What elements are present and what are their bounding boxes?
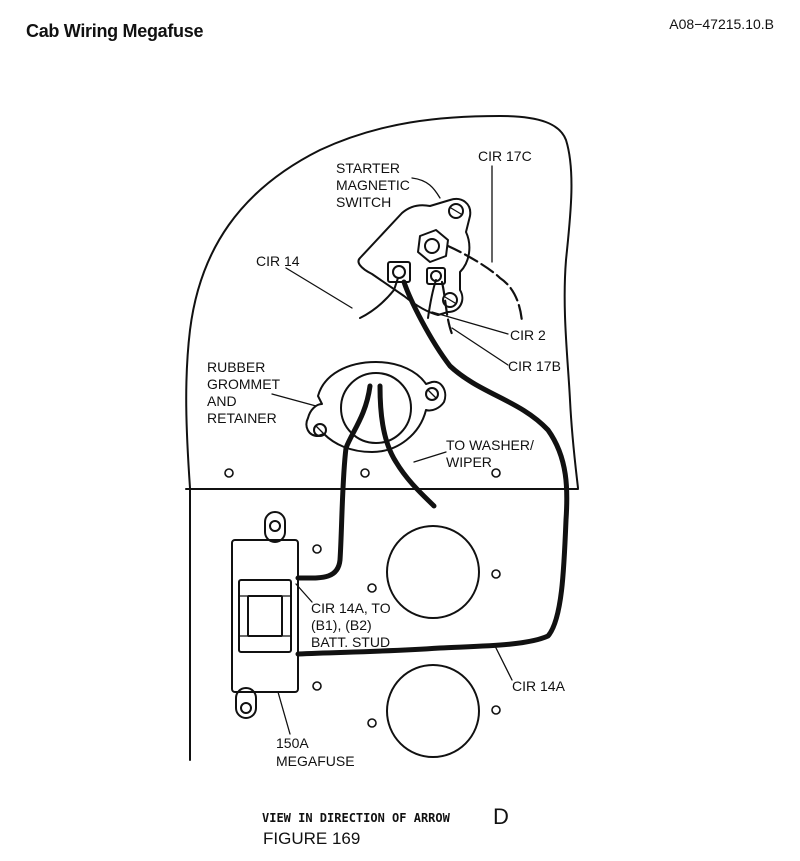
figure-label: FIGURE 169 xyxy=(263,829,360,848)
page-title: Cab Wiring Megafuse xyxy=(26,21,204,41)
mounting-hole xyxy=(367,583,377,593)
mounting-hole xyxy=(224,468,234,478)
cir-17b-wire xyxy=(440,280,454,336)
panel-opening-upper xyxy=(386,525,480,619)
starter-magnetic-switch xyxy=(357,198,472,316)
label-cir-14a-line3: BATT. STUD xyxy=(311,634,390,650)
label-megafuse-line1: 150A xyxy=(276,735,309,751)
panel-opening-lower xyxy=(386,664,480,758)
cir-2-leader xyxy=(431,311,509,335)
cir-14-wire xyxy=(359,277,399,319)
label-cir-14a-lower: CIR 14A xyxy=(512,678,566,694)
cir-17c-wire xyxy=(446,244,524,324)
label-washer-line2: WIPER xyxy=(446,454,492,470)
label-grommet-line1: RUBBER xyxy=(207,359,265,375)
megafuse-leader xyxy=(277,691,291,735)
label-cir-17c: CIR 17C xyxy=(478,148,532,164)
cir-14a-lower-leader xyxy=(493,643,513,681)
label-grommet-line2: GROMMET xyxy=(207,376,281,392)
cir-14a-wire-main xyxy=(295,279,570,657)
mounting-hole xyxy=(312,681,322,691)
label-starter-line1: STARTER xyxy=(336,160,400,176)
washer-leader xyxy=(413,451,447,463)
cir-2-wire xyxy=(427,279,437,319)
grommet-leader xyxy=(271,393,317,407)
label-washer-line1: TO WASHER/ xyxy=(446,437,534,453)
label-cir-14a-line1: CIR 14A, TO xyxy=(311,600,391,616)
mounting-hole xyxy=(312,544,322,554)
megafuse xyxy=(231,511,299,719)
cir-14a-wire-upper xyxy=(295,383,373,581)
label-cir-14a-line2: (B1), (B2) xyxy=(311,617,372,633)
view-caption: VIEW IN DIRECTION OF ARROW xyxy=(262,811,451,825)
label-starter-line2: MAGNETIC xyxy=(336,177,410,193)
mounting-hole xyxy=(360,468,370,478)
label-cir-17b: CIR 17B xyxy=(508,358,561,374)
washer-wiper-wire xyxy=(377,383,437,509)
view-arrow-letter: D xyxy=(493,804,509,829)
cir-14-leader xyxy=(285,267,353,309)
rubber-grommet xyxy=(305,361,447,453)
mounting-hole xyxy=(491,705,501,715)
document-reference: A08−47215.10.B xyxy=(669,16,774,32)
cir-14a-upper-leader xyxy=(295,583,313,603)
label-grommet-line3: AND xyxy=(207,393,237,409)
mounting-hole xyxy=(367,718,377,728)
label-grommet-line4: RETAINER xyxy=(207,410,277,426)
cir-17b-leader xyxy=(451,327,509,366)
label-megafuse-line2: MEGAFUSE xyxy=(276,753,355,769)
upper-panel-outline xyxy=(185,115,579,489)
mounting-hole xyxy=(491,569,501,579)
label-starter-line3: SWITCH xyxy=(336,194,391,210)
label-cir-2: CIR 2 xyxy=(510,327,546,343)
label-cir-14: CIR 14 xyxy=(256,253,300,269)
starter-leader xyxy=(411,177,441,199)
mounting-hole xyxy=(491,468,501,478)
